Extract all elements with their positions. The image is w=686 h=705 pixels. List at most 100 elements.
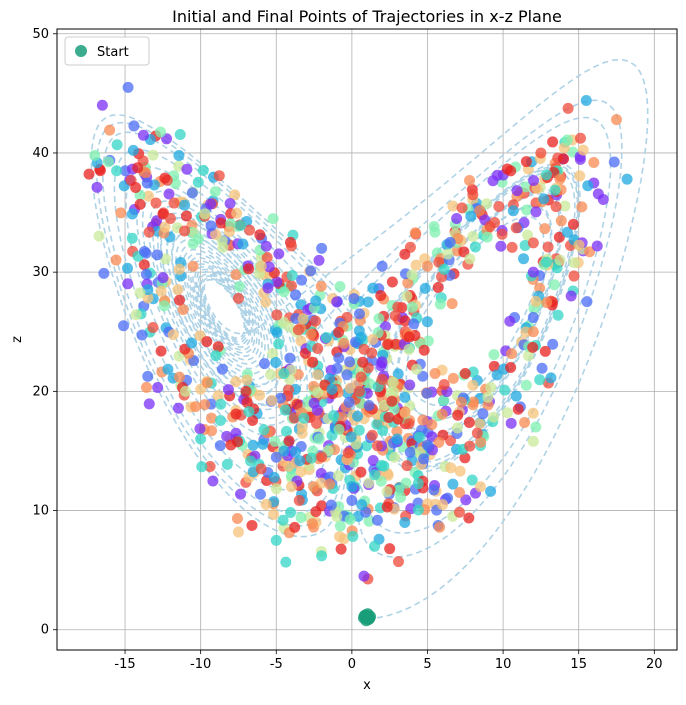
final-point [506,241,518,253]
final-point [437,499,449,511]
final-point [159,221,171,233]
final-point [386,395,398,407]
final-point [299,347,311,359]
final-point [399,315,411,327]
final-point [316,242,328,254]
final-point [467,379,479,391]
final-point [247,439,259,451]
final-point [284,352,296,364]
final-point [481,198,493,210]
final-point [565,290,577,302]
final-point [205,198,217,210]
final-point [313,254,325,266]
final-point [141,177,153,189]
final-point [225,439,237,451]
final-point [460,494,472,506]
final-point [232,526,244,538]
final-point [419,282,431,294]
final-point [464,175,476,187]
final-point [230,408,242,420]
final-point [331,296,343,308]
final-point [130,309,142,321]
final-point [445,462,457,474]
final-point [554,254,566,266]
final-point [542,241,554,253]
final-point [296,421,308,433]
final-point [366,429,378,441]
final-point [143,398,155,410]
final-point [331,511,343,523]
final-point [561,134,573,146]
final-point [257,438,269,450]
start-point [363,612,376,625]
final-point [111,165,123,177]
final-point [555,215,567,227]
final-point [463,512,475,524]
final-point [376,373,388,385]
final-point [608,156,620,168]
final-point [399,248,411,260]
final-point [348,293,360,305]
final-point [499,384,511,396]
final-point [295,512,307,524]
final-point [140,268,152,280]
final-point [261,251,273,263]
final-point [417,414,429,426]
final-point [254,229,266,241]
final-point [548,279,560,291]
y-tick-label: 40 [32,146,49,161]
final-point [367,333,379,345]
final-point [426,419,438,431]
final-point [527,407,539,419]
final-point [558,153,570,165]
final-point [290,289,302,301]
legend-box [64,36,150,66]
final-point [143,226,155,238]
final-point [456,202,468,214]
final-point [521,204,533,216]
final-point [306,518,318,530]
final-point [177,304,189,316]
final-point [285,507,297,519]
final-point [262,282,274,294]
x-tick-label: -5 [270,657,283,672]
final-point [495,240,507,252]
final-point [230,269,242,281]
final-point [147,149,159,161]
final-point [334,531,346,543]
final-point [364,378,376,390]
final-point [438,394,450,406]
final-point [285,280,297,292]
final-point [186,337,198,349]
final-point [481,231,493,243]
final-point [277,316,289,328]
final-point [536,362,548,374]
final-point [234,281,246,293]
final-point [392,301,404,313]
final-point [562,102,574,114]
final-point [316,550,328,562]
final-point [271,276,283,288]
final-point [268,508,280,520]
final-point [173,149,185,161]
final-point [280,556,292,568]
final-point [347,530,359,542]
final-point [268,471,280,483]
final-point [194,423,206,435]
final-point [278,367,290,379]
final-point [451,422,463,434]
final-point [445,435,457,447]
final-point [356,499,368,511]
final-point [464,253,476,265]
final-point [353,424,365,436]
final-point [83,168,95,180]
final-point [207,475,219,487]
final-point [459,452,471,464]
final-point [522,229,534,241]
final-point [315,280,327,292]
final-point [522,350,534,362]
final-point [292,324,304,336]
final-point [215,217,227,229]
final-point [527,326,539,338]
final-point [204,461,216,473]
